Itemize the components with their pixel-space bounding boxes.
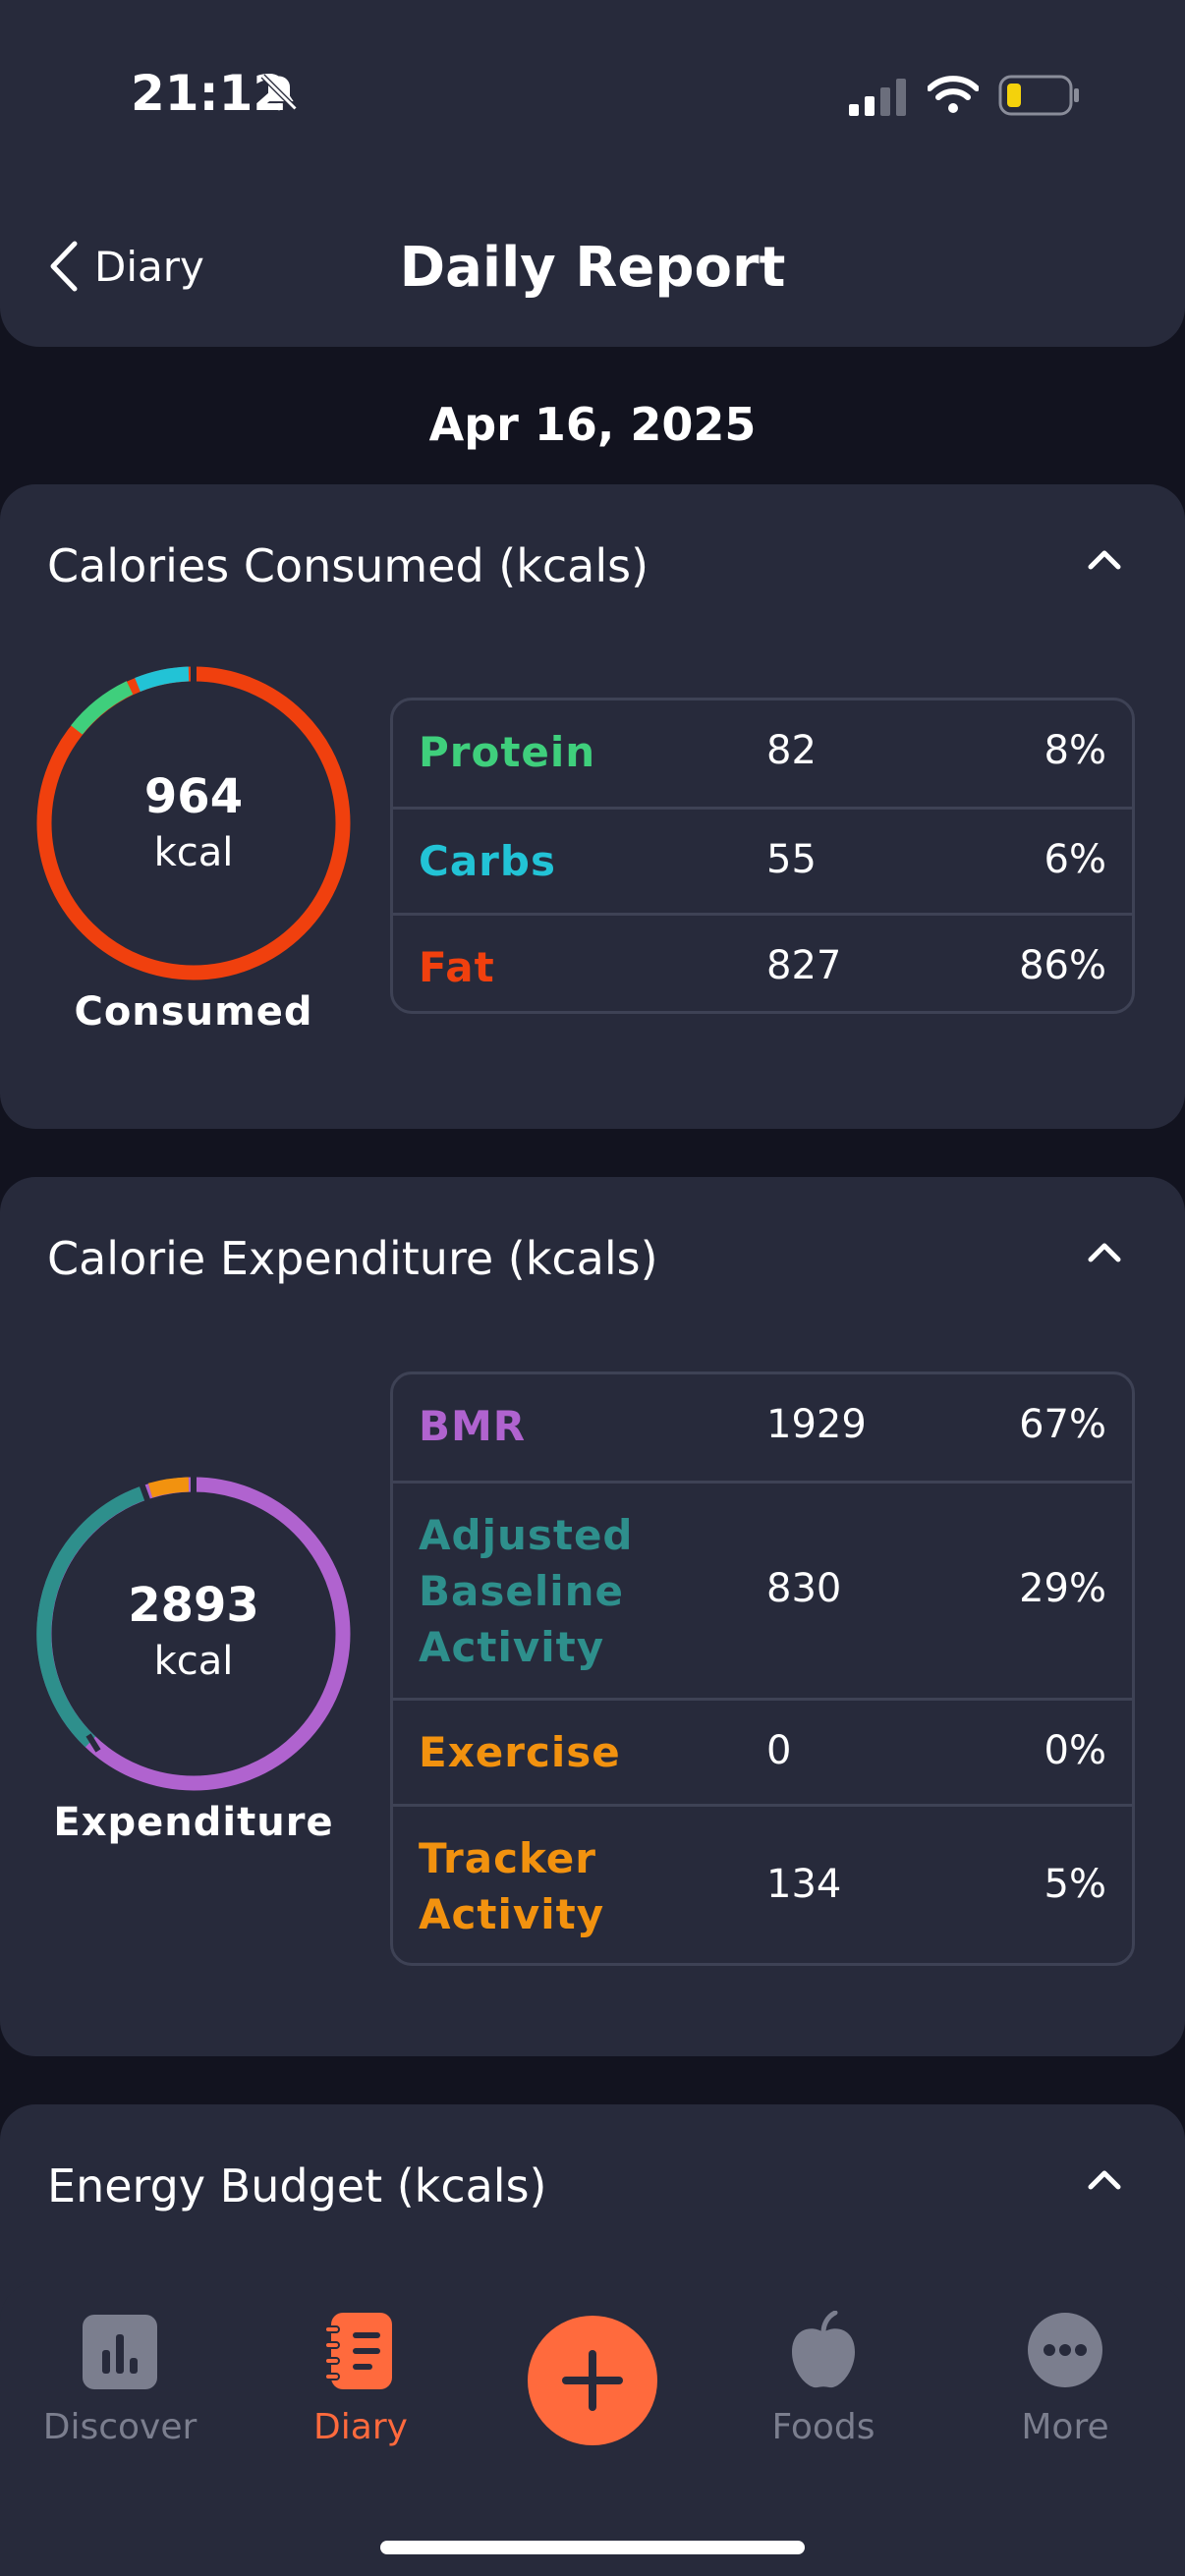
notebook-icon [324,2313,392,2389]
status-time: 21:12 [131,65,288,122]
card-title: Calories Consumed (kcals) [47,539,649,592]
row-percent: 6% [1044,837,1106,882]
nav-label: Diary [313,2407,408,2447]
nav-foods[interactable]: Foods [725,2310,922,2447]
row-label: Tracker Activity [419,1830,604,1942]
row-value: 134 [766,1862,842,1907]
expenditure-table: BMR 1929 67% Adjusted Baseline Activity … [390,1372,1135,1966]
calorie-expenditure-card: Calorie Expenditure (kcals) 2893 kcal Ex… [0,1177,1185,2056]
card-title: Calorie Expenditure (kcals) [47,1232,658,1285]
baseline-arc [36,1485,145,1748]
table-row: Exercise 0 0% [393,1698,1132,1804]
plus-icon [562,2350,623,2411]
cellular-signal-icon [849,79,908,120]
table-row: BMR 1929 67% [393,1374,1132,1481]
nav-label: Foods [771,2407,875,2447]
row-percent: 86% [1019,943,1106,988]
header-bar [0,0,1185,347]
collapse-chevron-icon[interactable] [1087,549,1122,575]
add-button[interactable] [528,2316,657,2445]
row-label: Exercise [419,1728,621,1776]
row-value: 1929 [766,1402,867,1447]
nav-label: More [1021,2407,1109,2447]
row-label: Protein [419,728,596,776]
back-button[interactable]: Diary [47,232,204,301]
row-label-line: Adjusted [419,1511,634,1559]
expenditure-label: Expenditure [53,1800,334,1845]
wifi-icon [927,75,980,118]
table-row: Protein 82 8% [393,700,1132,807]
nav-discover[interactable]: Discover [22,2311,218,2447]
row-value: 0 [766,1728,792,1773]
expenditure-total-value: 2893 [128,1578,259,1633]
nav-label: Discover [42,2407,198,2447]
expenditure-unit: kcal [153,1639,234,1684]
table-row: Fat 827 86% [393,913,1132,1017]
calories-consumed-card: Calories Consumed (kcals) 964 kcal Consu… [0,484,1185,1129]
home-indicator [380,2541,805,2554]
row-label: Fat [419,943,495,991]
row-percent: 29% [1019,1566,1106,1611]
row-percent: 5% [1044,1862,1106,1907]
bar-chart-icon [83,2315,157,2389]
carbs-arc [135,666,190,693]
card-title: Energy Budget (kcals) [47,2159,547,2212]
nav-diary[interactable]: Diary [262,2311,459,2447]
protein-arc [71,681,134,735]
tracker-arc [147,1477,190,1498]
expenditure-donut-chart [36,1474,351,1791]
nav-more[interactable]: More [967,2311,1163,2447]
row-label-line: Activity [419,1890,605,1938]
row-label: Adjusted Baseline Activity [419,1507,634,1675]
table-row: Carbs 55 6% [393,807,1132,913]
consumed-donut-chart [36,663,351,980]
macros-table: Protein 82 8% Carbs 55 6% Fat 827 86% [390,698,1135,1014]
row-label: Carbs [419,837,556,885]
row-percent: 67% [1019,1402,1106,1447]
row-percent: 8% [1044,728,1106,773]
consumed-total-value: 964 [143,769,244,824]
row-value: 830 [766,1566,842,1611]
collapse-chevron-icon[interactable] [1087,1242,1122,1267]
report-date: Apr 16, 2025 [428,398,757,451]
row-label-line: Activity [419,1623,605,1671]
battery-icon [998,75,1081,120]
apple-icon [792,2310,855,2388]
chevron-left-icon [50,241,78,292]
table-row: Adjusted Baseline Activity 830 29% [393,1481,1132,1698]
row-percent: 0% [1044,1728,1106,1773]
row-label-line: Baseline [419,1567,625,1615]
back-label: Diary [94,242,204,291]
page-title: Daily Report [399,236,786,300]
more-dots-icon [1028,2313,1102,2387]
row-label: BMR [419,1402,527,1450]
consumed-label: Consumed [74,989,313,1035]
table-row: Tracker Activity 134 5% [393,1804,1132,1963]
row-label-line: Tracker [419,1834,596,1882]
row-value: 55 [766,837,817,882]
consumed-unit: kcal [153,830,234,875]
row-value: 827 [766,943,842,988]
collapse-chevron-icon[interactable] [1087,2169,1122,2195]
row-value: 82 [766,728,817,773]
bell-muted-icon [257,71,301,118]
